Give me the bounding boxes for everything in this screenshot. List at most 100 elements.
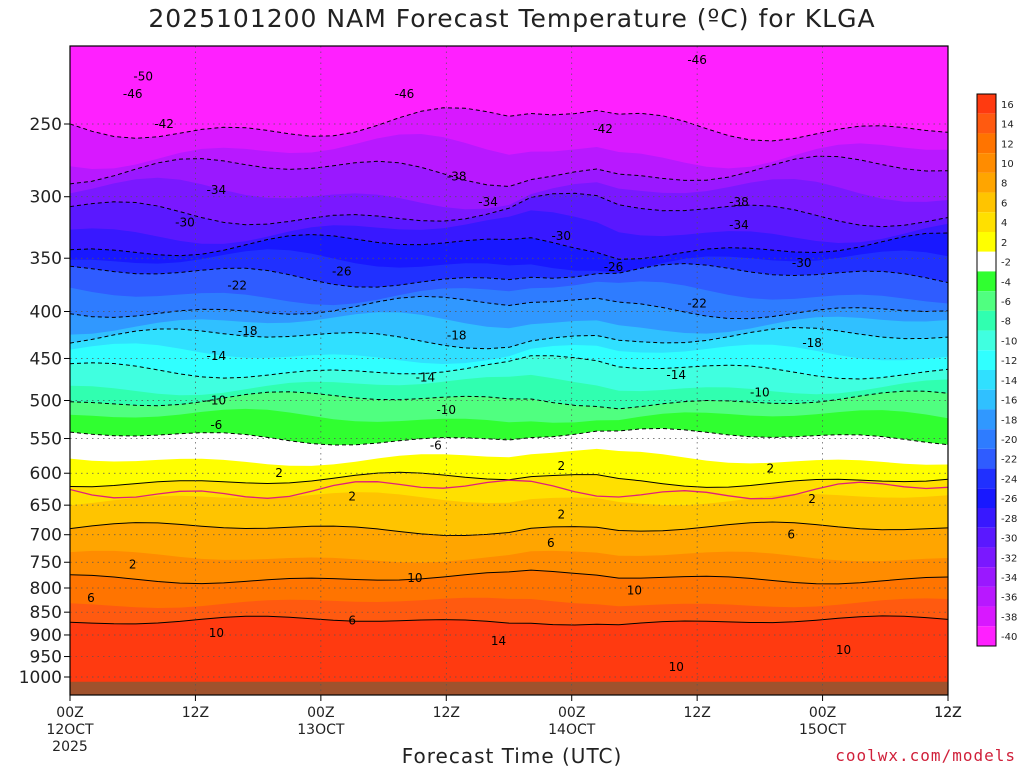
y-tick-label: 650 xyxy=(30,496,62,516)
x-axis-label: Forecast Time (UTC) xyxy=(401,744,623,768)
contour-label: 2 xyxy=(766,462,774,476)
colorbar-swatch xyxy=(977,310,996,331)
y-tick-label: 400 xyxy=(30,302,62,322)
colorbar-frame xyxy=(976,93,997,647)
colorbar-label: 16 xyxy=(1001,100,1014,111)
contour-label: 10 xyxy=(627,583,642,597)
freezing-line xyxy=(70,479,948,500)
contour-label: 6 xyxy=(787,528,795,542)
contour-label: 2 xyxy=(348,489,356,503)
contour-label: -26 xyxy=(332,265,352,279)
colorbar-label: -12 xyxy=(1001,356,1017,367)
plot-frame xyxy=(69,45,949,696)
ground-layer xyxy=(70,681,948,695)
colorbar-label: -6 xyxy=(1001,297,1011,308)
contour--24 xyxy=(70,263,948,288)
contour-label: -30 xyxy=(551,229,571,243)
contour-10 xyxy=(70,569,948,585)
contour-label: -6 xyxy=(430,439,442,453)
colorbar-swatch xyxy=(977,153,996,173)
contour-label: 10 xyxy=(836,643,851,657)
contour-label: 2 xyxy=(808,492,816,506)
y-tick-label: 450 xyxy=(30,349,62,369)
colorbar-swatch xyxy=(977,232,996,252)
contour-label: 2 xyxy=(275,466,283,480)
contour-label: -22 xyxy=(227,279,247,293)
x-tick-label: 12Z xyxy=(683,705,710,721)
contour-label: 14 xyxy=(491,634,506,648)
colorbar-label: -20 xyxy=(1001,435,1017,446)
colorbar-label: 12 xyxy=(1001,139,1014,150)
colorbar-swatch xyxy=(977,567,996,587)
colorbar-label: -30 xyxy=(1001,534,1017,545)
x-tick-label: 12Z xyxy=(182,705,209,721)
contour-14 xyxy=(70,615,948,626)
contour-label: -42 xyxy=(593,122,613,136)
y-tick-label: 300 xyxy=(30,188,62,208)
contour-label: -34 xyxy=(207,183,227,197)
contour-label: -10 xyxy=(436,403,456,417)
y-tick-label: 250 xyxy=(30,115,62,135)
colorbar-swatch xyxy=(977,547,996,568)
colorbar-label: -36 xyxy=(1001,593,1017,604)
colorbar-label: 6 xyxy=(1001,198,1007,209)
contour-label: -14 xyxy=(416,371,436,385)
colorbar-label: -40 xyxy=(1001,632,1017,643)
y-tick-label: 900 xyxy=(30,626,62,646)
x-tick-label: 00Z xyxy=(307,705,334,721)
x-tick-label: 12Z xyxy=(433,705,460,721)
colorbar-label: -2 xyxy=(1001,258,1011,269)
colorbar-swatch xyxy=(977,429,996,449)
colorbar-swatch xyxy=(977,330,996,351)
contour-label: -30 xyxy=(792,256,812,270)
colorbar-label: -18 xyxy=(1001,415,1017,426)
contour-label: -22 xyxy=(687,296,707,310)
colorbar-label: -4 xyxy=(1001,277,1011,288)
contour--20 xyxy=(70,295,948,320)
y-tick-label: 700 xyxy=(30,526,62,546)
x-tick-label: 00Z xyxy=(56,705,83,721)
colorbar-label: 4 xyxy=(1001,218,1007,229)
contour--36 xyxy=(70,155,948,188)
band-16 xyxy=(70,639,948,695)
colorbar-swatch xyxy=(977,291,996,311)
x-tick-label: 12Z xyxy=(934,705,961,721)
contour-label: -10 xyxy=(750,385,770,399)
contour-label: -46 xyxy=(123,87,143,101)
chart-title: 2025101200 NAM Forecast Temperature (ºC)… xyxy=(148,4,876,33)
colorbar-label: 10 xyxy=(1001,159,1014,170)
colorbar-label: -28 xyxy=(1001,514,1017,525)
contour-label: -18 xyxy=(447,329,467,343)
contour-6 xyxy=(70,521,948,537)
contour-label: -46 xyxy=(687,53,707,67)
colorbar-swatch xyxy=(977,212,996,232)
colorbar-swatch xyxy=(977,251,996,272)
contour-label: -42 xyxy=(154,117,174,131)
contour-label: -50 xyxy=(133,70,153,84)
contour-label: -34 xyxy=(729,218,749,232)
colorbar-label: -22 xyxy=(1001,455,1017,466)
y-tick-label: 800 xyxy=(30,579,62,599)
contour-label: -6 xyxy=(210,418,222,432)
contour-label: 6 xyxy=(348,614,356,628)
contour-label: -38 xyxy=(729,195,749,209)
colorbar-label: -10 xyxy=(1001,336,1017,347)
x-tick-label: 12Z xyxy=(934,705,961,721)
y-tick-label: 500 xyxy=(30,392,62,412)
colorbar-label: 8 xyxy=(1001,179,1007,190)
contour-label: -38 xyxy=(447,169,467,183)
x-tick-label: 2025 xyxy=(52,739,88,755)
colorbar-swatch xyxy=(977,606,996,627)
x-tick-label: 13OCT xyxy=(297,722,345,738)
x-tick-label: 12OCT xyxy=(46,722,94,738)
y-axis: 250 300 350 400 450 500 550 600 650 700 750 800 850 9… xyxy=(19,115,70,688)
colorbar-swatch xyxy=(977,172,996,193)
contour-labels: -50 -46 -46 -46 -42 -42 -38 -38 -34 -34 -34 -30 -30 -… xyxy=(87,53,851,674)
contour-lines xyxy=(70,107,948,626)
contour-label: -26 xyxy=(604,260,624,274)
colorbar-swatch xyxy=(977,94,996,114)
colorbar-swatch xyxy=(977,448,996,469)
contour-label: -14 xyxy=(207,349,227,363)
y-tick-label: 750 xyxy=(30,553,62,573)
